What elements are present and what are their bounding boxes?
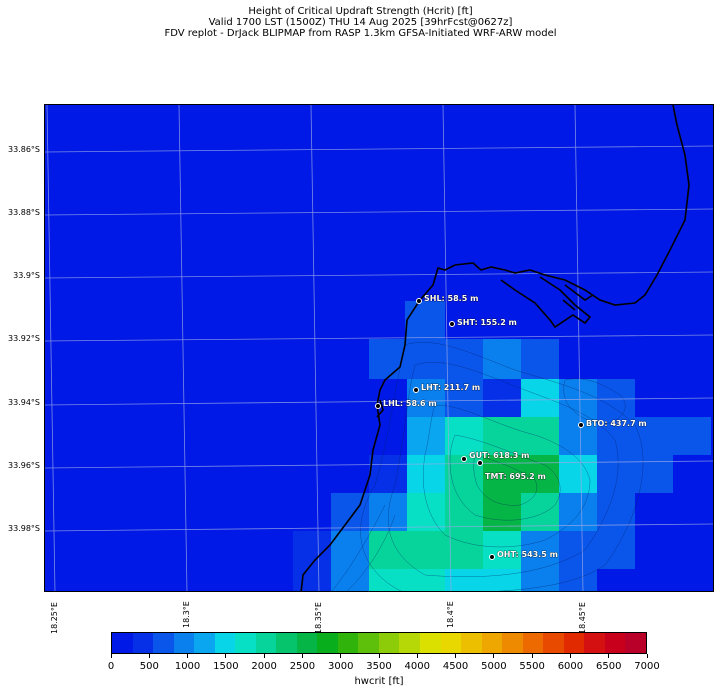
colorbar-tick-label: 3000 <box>327 661 354 672</box>
hcrit-raster <box>293 301 711 591</box>
station-shl[interactable]: SHL: 58.5 m <box>416 294 479 304</box>
station-lhl[interactable]: LHL: 58.6 m <box>375 399 437 409</box>
colorbar-tick-label: 2000 <box>251 661 277 672</box>
station-lht[interactable]: LHT: 211.7 m <box>413 383 481 393</box>
station-label-lht: LHT: 211.7 m <box>421 383 480 392</box>
lon-label: 18.35°E <box>314 602 323 634</box>
station-label-oht: OHT: 543.5 m <box>497 550 558 559</box>
colorbar-segment <box>419 633 441 653</box>
lat-label: 33.94°S <box>8 398 40 407</box>
station-label-tmt: TMT: 695.2 m <box>485 472 546 481</box>
colorbar-tick-mark <box>187 654 189 658</box>
lon-label: 18.25°E <box>50 602 59 634</box>
colorbar-segment <box>194 633 215 653</box>
terrain-contours <box>331 342 644 591</box>
colorbar-tick-mark <box>225 654 227 658</box>
colorbar-tick-label: 6500 <box>595 661 622 672</box>
colorbar-tick-mark <box>263 654 265 658</box>
colorbar-segment <box>625 633 646 653</box>
coastline <box>300 105 690 591</box>
colorbar-tick-mark <box>455 654 457 658</box>
colorbar <box>111 632 647 654</box>
colorbar-segment <box>317 633 338 653</box>
station-oht[interactable]: OHT: 543.5 m <box>489 550 558 560</box>
lat-label: 33.88°S <box>8 208 40 217</box>
colorbar-segment <box>502 633 523 653</box>
colorbar-segment <box>399 633 420 653</box>
graticule <box>45 105 713 591</box>
lon-label: 18.3°E <box>182 601 191 628</box>
station-label-bto: BTO: 437.7 m <box>586 419 647 428</box>
colorbar-tick-mark <box>531 654 533 658</box>
lat-label: 33.98°S <box>8 524 40 533</box>
colorbar-segment <box>543 633 564 653</box>
colorbar-tick-mark <box>416 654 418 658</box>
lon-label: 18.45°E <box>578 602 587 634</box>
colorbar-tick-label: 5500 <box>519 661 545 672</box>
colorbar-segment <box>296 633 318 653</box>
colorbar-label: hwcrit [ft] <box>354 676 404 687</box>
colorbar-segment <box>563 633 585 653</box>
station-label-gut: GUT: 618.3 m <box>469 451 530 460</box>
colorbar-tick-label: 4500 <box>442 661 469 672</box>
colorbar-tick-mark <box>340 654 342 658</box>
stations: SHL: 58.5 m SHT: 155.2 m LHT: 211.7 m LH… <box>375 294 647 560</box>
station-gut[interactable]: GUT: 618.3 m <box>461 451 530 462</box>
map-panel[interactable]: SHL: 58.5 m SHT: 155.2 m LHT: 211.7 m LH… <box>44 104 714 592</box>
station-label-sht: SHT: 155.2 m <box>457 318 517 327</box>
colorbar-segment <box>584 633 605 653</box>
lat-label: 33.9°S <box>13 271 40 280</box>
colorbar-tick-label: 7000 <box>634 661 660 672</box>
colorbar-tick-mark <box>148 654 150 658</box>
colorbar-tick-mark <box>608 654 610 658</box>
colorbar-segment <box>132 633 154 653</box>
colorbar-segment <box>173 633 195 653</box>
colorbar-segment <box>112 633 133 653</box>
colorbar-segment <box>440 633 462 653</box>
map-title-line2: Valid 1700 LST (1500Z) THU 14 Aug 2025 [… <box>208 17 513 28</box>
colorbar-segment <box>481 633 503 653</box>
colorbar-tick-label: 4000 <box>404 661 431 672</box>
colorbar-segment <box>235 633 256 653</box>
colorbar-tick-label: 1000 <box>174 661 201 672</box>
colorbar-segment <box>522 633 544 653</box>
lat-label: 33.92°S <box>8 334 40 343</box>
station-bto[interactable]: BTO: 437.7 m <box>578 419 647 428</box>
colorbar-tick-mark <box>569 654 571 658</box>
colorbar-segment <box>255 633 277 653</box>
colorbar-segment <box>358 633 379 653</box>
colorbar-segment <box>604 633 626 653</box>
colorbar-tick-mark <box>110 654 112 658</box>
map-title-line1: Height of Critical Updraft Strength (Hcr… <box>248 6 473 17</box>
colorbar-tick-label: 1500 <box>213 661 239 672</box>
colorbar-tick-label: 5000 <box>481 661 507 672</box>
map-title-line3: FDV replot - DrJack BLIPMAP from RASP 1.… <box>164 28 557 39</box>
colorbar-segment <box>153 633 174 653</box>
colorbar-tick-label: 2500 <box>289 661 316 672</box>
colorbar-tick-mark <box>301 654 303 658</box>
station-sht[interactable]: SHT: 155.2 m <box>449 318 517 327</box>
colorbar-segment <box>337 633 359 653</box>
station-label-lhl: LHL: 58.6 m <box>383 399 437 408</box>
colorbar-segment <box>276 633 297 653</box>
colorbar-tick-label: 3500 <box>366 661 392 672</box>
colorbar-segment <box>378 633 400 653</box>
lat-label: 33.96°S <box>8 461 40 470</box>
station-tmt[interactable]: TMT: 695.2 m <box>477 460 546 482</box>
map-canvas: SHL: 58.5 m SHT: 155.2 m LHT: 211.7 m LH… <box>45 105 713 591</box>
lon-label: 18.4°E <box>446 601 455 628</box>
colorbar-tick-label: 0 <box>107 661 115 672</box>
lat-label: 33.86°S <box>8 145 40 154</box>
colorbar-segment <box>214 633 236 653</box>
colorbar-tick-label: 500 <box>139 661 159 672</box>
colorbar-tick-mark <box>378 654 380 658</box>
colorbar-tick-label: 6000 <box>557 661 584 672</box>
colorbar-tick-mark <box>646 654 648 658</box>
colorbar-segment <box>461 633 482 653</box>
colorbar-tick-mark <box>493 654 495 658</box>
station-label-shl: SHL: 58.5 m <box>424 294 478 303</box>
